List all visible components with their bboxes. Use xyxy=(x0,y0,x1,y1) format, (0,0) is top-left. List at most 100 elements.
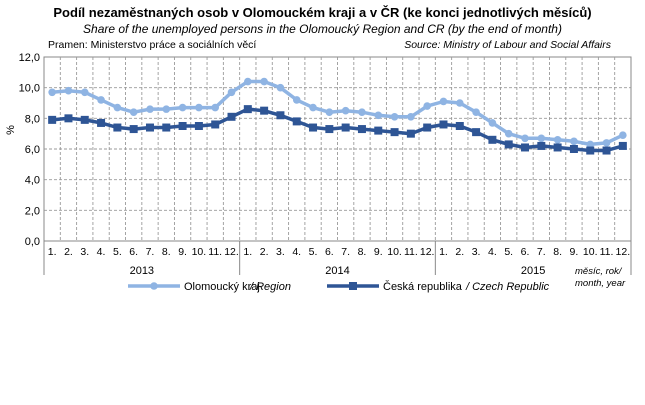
series-1-point xyxy=(537,141,546,150)
series-1-point xyxy=(178,122,187,130)
series-0-point xyxy=(129,108,138,116)
x-tick-label: 6. xyxy=(129,246,138,258)
x-tick-label: 11. xyxy=(600,246,614,258)
series-1-point xyxy=(586,146,595,155)
series-1-point xyxy=(374,126,383,135)
y-tick-label: 6,0 xyxy=(25,144,40,156)
series-0-point xyxy=(537,134,546,143)
x-tick-label: 4. xyxy=(488,246,497,258)
series-1-point xyxy=(618,141,627,150)
series-1-point xyxy=(423,123,432,132)
series-1-point xyxy=(472,128,481,137)
chart-title: Podíl nezaměstnaných osob v Olomouckém k… xyxy=(53,5,592,20)
series-0-point xyxy=(619,131,627,139)
x-tick-label: 7. xyxy=(341,246,350,258)
x-tick-label: 12. xyxy=(420,246,435,258)
x-tick-label: 2. xyxy=(455,246,464,258)
series-0-point xyxy=(80,88,89,97)
x-tick-label: 2. xyxy=(260,246,269,258)
legend-label-region: Olomoucký kraj xyxy=(184,281,260,293)
year-label: 2015 xyxy=(521,265,545,277)
y-tick-label: 10,0 xyxy=(19,83,40,95)
x-tick-label: 5. xyxy=(504,246,513,258)
x-tick-label: 12. xyxy=(224,246,239,258)
x-tick-label: 4. xyxy=(292,246,301,258)
series-1-point xyxy=(243,105,252,114)
series-0-point xyxy=(195,103,203,112)
x-tick-label: 9. xyxy=(374,246,383,258)
x-tick-label: 10. xyxy=(192,246,207,258)
legend-label-cr-en: / Czech Republic xyxy=(465,281,550,293)
series-0-point xyxy=(374,111,383,120)
series-0-point xyxy=(64,86,73,95)
y-tick-label: 2,0 xyxy=(25,205,40,217)
y-axis-label: % xyxy=(5,125,17,135)
series-1-point xyxy=(211,120,220,129)
series-0-point xyxy=(488,119,497,127)
x-tick-label: 8. xyxy=(162,246,171,258)
x-tick-label: 3. xyxy=(276,246,285,258)
series-1-point xyxy=(194,122,203,130)
source-czech: Pramen: Ministerstvo práce a sociálních … xyxy=(48,39,257,51)
x-tick-label: 11. xyxy=(208,246,222,258)
series-1-point xyxy=(309,123,318,132)
series-0-point xyxy=(48,88,56,97)
series-0-point xyxy=(227,88,236,97)
x-tick-label: 10. xyxy=(583,246,598,258)
series-0-point xyxy=(602,139,611,147)
series-0-point xyxy=(521,134,529,143)
x-tick-label: 1. xyxy=(48,246,57,258)
x-tick-label: 10. xyxy=(387,246,402,258)
series-0-point xyxy=(586,140,595,149)
source-english: Source: Ministry of Labour and Social Af… xyxy=(404,39,611,51)
x-tick-label: 1. xyxy=(243,246,252,258)
legend-marker-region xyxy=(150,282,158,290)
series-1-point xyxy=(357,125,366,134)
series-0-point xyxy=(211,103,220,112)
x-tick-label: 1. xyxy=(439,246,448,258)
series-0-point xyxy=(309,103,317,112)
x-tick-label: 4. xyxy=(97,246,106,258)
series-1-point xyxy=(113,123,122,132)
series-0-point xyxy=(553,136,562,144)
legend-label-cr: Česká republika xyxy=(383,280,463,293)
series-1-point xyxy=(455,122,464,130)
y-tick-label: 4,0 xyxy=(25,175,40,187)
x-unit-label-cz: měsíc, rok/ xyxy=(575,266,623,277)
series-0-point xyxy=(423,102,431,110)
series-1-point xyxy=(521,143,530,152)
series-1-point xyxy=(129,125,138,134)
legend-label-region-en: / Region xyxy=(249,281,291,293)
x-unit-label-en: month, year xyxy=(575,278,626,289)
series-0-point xyxy=(504,129,513,138)
series-0-point xyxy=(439,97,448,106)
series-1-point xyxy=(80,115,89,124)
series-1-point xyxy=(390,128,399,137)
series-1-point xyxy=(260,106,269,115)
series-0-point xyxy=(178,103,187,112)
series-1-point xyxy=(145,123,154,132)
y-tick-label: 8,0 xyxy=(25,113,40,125)
x-tick-label: 6. xyxy=(325,246,334,258)
series-1-point xyxy=(97,118,106,127)
chart-subtitle: Share of the unemployed persons in the O… xyxy=(83,22,562,36)
series-0-point xyxy=(570,137,578,146)
series-0-point xyxy=(162,105,171,113)
x-tick-label: 9. xyxy=(178,246,187,258)
x-tick-label: 5. xyxy=(309,246,318,258)
year-label: 2014 xyxy=(325,265,349,277)
x-tick-label: 7. xyxy=(146,246,155,258)
series-1-point xyxy=(553,143,562,152)
series-1-point xyxy=(504,140,513,149)
x-tick-label: 8. xyxy=(358,246,367,258)
series-1-point xyxy=(64,114,73,123)
series-1-point xyxy=(162,123,171,132)
series-1-point xyxy=(276,111,285,120)
series-1-point xyxy=(292,117,301,126)
series-0-point xyxy=(113,103,122,112)
x-tick-label: 3. xyxy=(80,246,89,258)
y-tick-label: 12,0 xyxy=(19,52,40,64)
series-0-point xyxy=(455,99,464,107)
x-tick-label: 5. xyxy=(113,246,122,258)
